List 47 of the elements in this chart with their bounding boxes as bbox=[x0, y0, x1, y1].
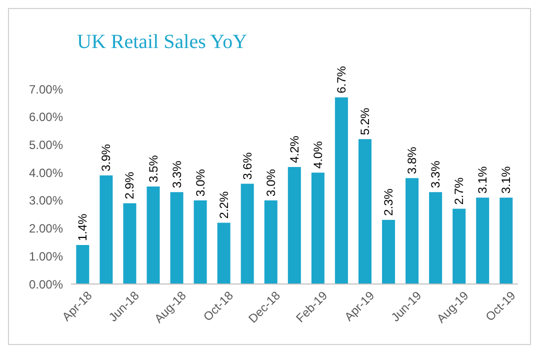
data-label: 3.0% bbox=[264, 168, 278, 196]
data-label: 2.2% bbox=[216, 191, 231, 219]
data-label: 3.0% bbox=[193, 168, 208, 196]
data-label: 1.4% bbox=[76, 213, 90, 241]
data-label: 4.0% bbox=[310, 140, 325, 169]
y-tick-label: 6.00% bbox=[28, 110, 64, 124]
data-label: 2.9% bbox=[122, 172, 137, 200]
bar bbox=[146, 186, 160, 284]
bar bbox=[500, 198, 513, 284]
chart-title: UK Retail Sales YoY bbox=[77, 31, 248, 54]
bar bbox=[311, 172, 324, 284]
bar bbox=[170, 192, 184, 284]
bar bbox=[429, 192, 442, 284]
bar bbox=[217, 222, 230, 284]
data-label: 3.3% bbox=[170, 160, 184, 188]
bar bbox=[264, 200, 278, 284]
y-tick-label: 1.00% bbox=[28, 249, 64, 264]
y-tick-label: 2.00% bbox=[28, 222, 64, 236]
y-tick-label: 3.00% bbox=[28, 194, 64, 208]
y-tick-label: 4.00% bbox=[28, 166, 64, 180]
bar bbox=[288, 167, 301, 284]
data-label: 3.5% bbox=[146, 154, 160, 182]
bar bbox=[358, 139, 372, 284]
bar bbox=[194, 200, 207, 284]
data-label: 4.2% bbox=[287, 135, 302, 163]
bar bbox=[100, 175, 113, 284]
bar bbox=[334, 97, 348, 284]
data-label: 3.3% bbox=[428, 160, 443, 188]
bar bbox=[382, 220, 396, 284]
bar bbox=[406, 178, 419, 284]
bar bbox=[76, 245, 90, 284]
data-label: 5.2% bbox=[358, 107, 372, 136]
data-label: 2.7% bbox=[452, 177, 466, 205]
y-tick-label: 0.00% bbox=[28, 277, 64, 292]
bar bbox=[452, 208, 466, 284]
data-label: 2.3% bbox=[382, 188, 396, 216]
data-label: 3.9% bbox=[99, 144, 114, 172]
data-label: 3.8% bbox=[405, 146, 420, 174]
y-tick-label: 5.00% bbox=[28, 138, 64, 152]
bar bbox=[240, 184, 254, 284]
bar bbox=[123, 203, 136, 284]
bar bbox=[476, 198, 490, 284]
data-label: 6.7% bbox=[334, 66, 348, 94]
data-label: 3.1% bbox=[499, 166, 514, 194]
y-tick-label: 7.00% bbox=[28, 82, 64, 96]
data-label: 3.6% bbox=[240, 152, 254, 180]
data-label: 3.1% bbox=[476, 166, 490, 194]
